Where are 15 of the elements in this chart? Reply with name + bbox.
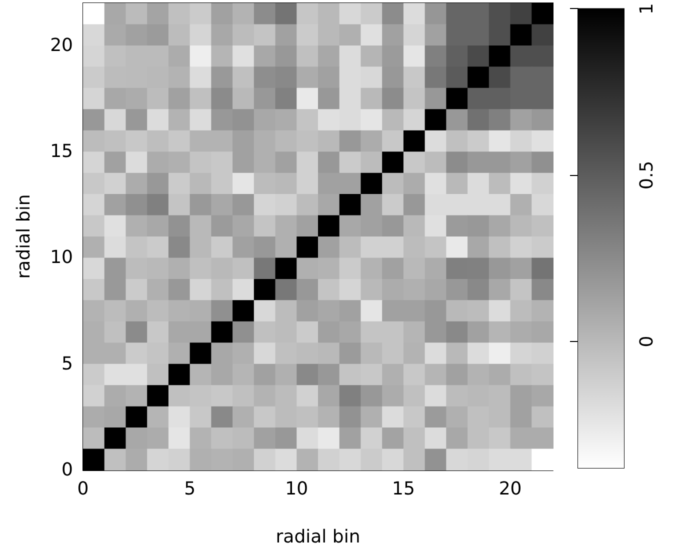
y-tick-label: 15 [50, 141, 73, 162]
y-tick-label: 0 [62, 460, 73, 480]
color-bar-label: 1 [636, 3, 658, 14]
x-axis-title: radial bin [276, 526, 360, 548]
x-tick-label: 10 [285, 478, 308, 500]
y-tick-label: 10 [50, 247, 73, 268]
x-tick-label: 0 [77, 478, 89, 500]
x-tick-label: 15 [392, 478, 415, 500]
x-tick-label: 5 [184, 478, 196, 500]
color-bar-label: 0.5 [636, 160, 658, 190]
y-tick-label: 20 [50, 34, 73, 56]
y-tick-label: 5 [62, 353, 73, 374]
x-tick-label: 20 [498, 478, 522, 500]
y-axis-title: radial bin [14, 194, 34, 279]
color-bar-label: 0 [636, 336, 658, 348]
